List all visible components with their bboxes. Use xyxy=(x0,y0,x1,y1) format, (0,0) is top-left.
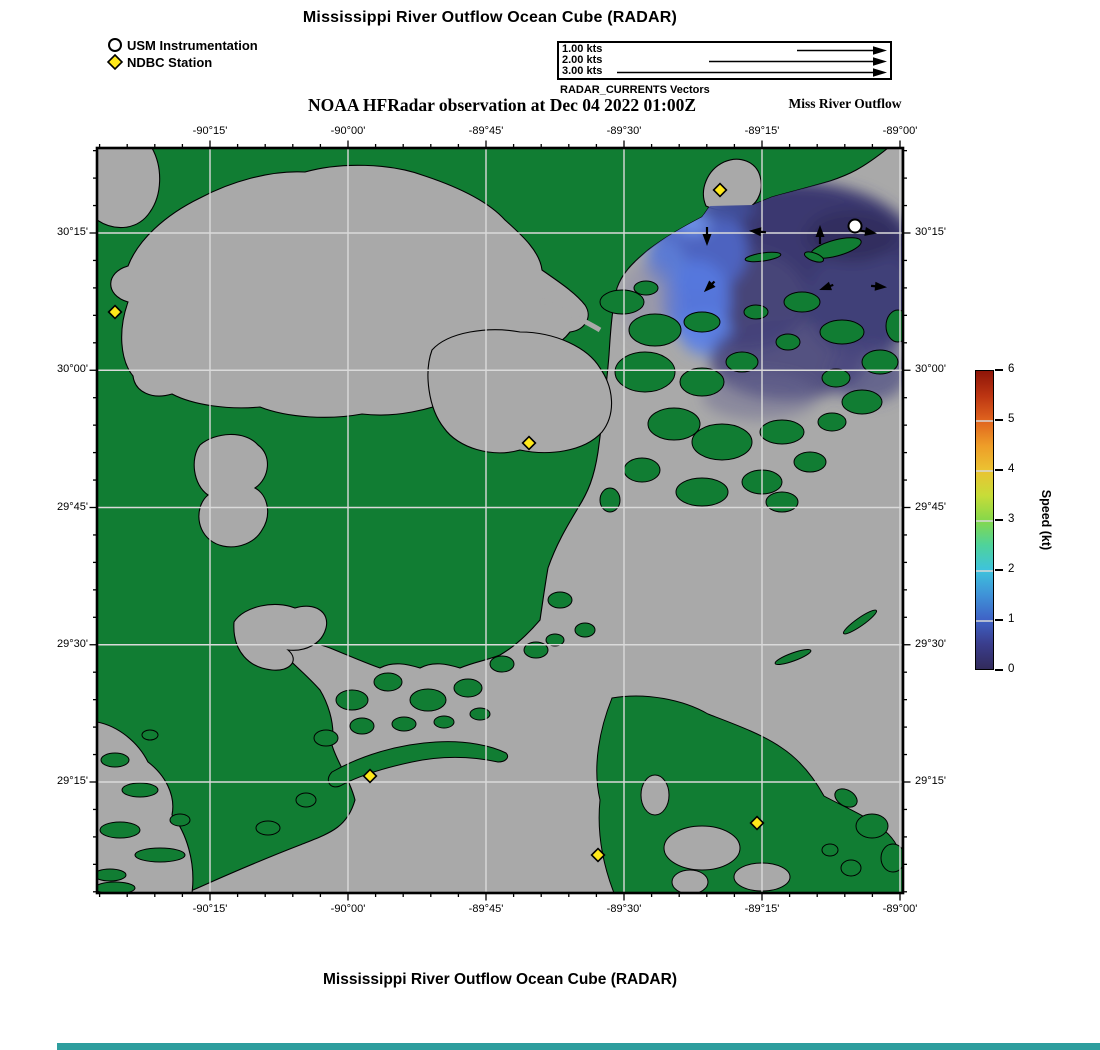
colorbar-tick xyxy=(995,569,1003,571)
colorbar-tick xyxy=(995,369,1003,371)
ndbc-diamond-icon xyxy=(106,53,124,70)
lat-axis-label-left: 29°30' xyxy=(57,637,88,650)
map-plot xyxy=(89,140,911,901)
lon-axis-label-bottom: -90°15' xyxy=(192,903,228,915)
lat-axis-label-left: 29°45' xyxy=(57,500,88,513)
colorbar-tick-label: 3 xyxy=(1008,513,1015,525)
colorbar-gridline xyxy=(976,470,993,472)
colorbar-title: Speed (kt) xyxy=(1039,489,1053,551)
axis-ticks xyxy=(89,140,911,901)
legend-ndbc-label: NDBC Station xyxy=(127,55,213,70)
colorbar-tick-label: 0 xyxy=(1008,663,1015,675)
colorbar-tick xyxy=(995,519,1003,521)
colorbar-tick-label: 4 xyxy=(1008,463,1015,475)
region-label: Miss River Outflow xyxy=(788,96,902,111)
usm-circle-icon xyxy=(108,38,122,52)
lon-axis-label-top: -90°15' xyxy=(192,125,228,137)
legend-markers xyxy=(106,38,124,70)
page-title: Mississippi River Outflow Ocean Cube (RA… xyxy=(302,9,678,26)
graticule xyxy=(97,148,903,893)
lat-axis-label-right: 29°30' xyxy=(915,637,946,650)
lon-axis-label-bottom: -90°00' xyxy=(330,903,366,915)
colorbar-tick-label: 6 xyxy=(1008,363,1015,375)
vector-scale-arrows xyxy=(617,46,887,77)
corner-lake-water xyxy=(97,148,161,229)
lake-borgne xyxy=(427,329,613,454)
lon-axis-label-top: -90°00' xyxy=(330,125,366,137)
lat-axis-label-right: 30°00' xyxy=(915,363,946,376)
lon-axis-label-top: -89°45' xyxy=(468,125,504,137)
current-vector-arrow xyxy=(870,281,887,291)
legend-usm-label: USM Instrumentation xyxy=(127,38,258,53)
vector-scale-caption: RADAR_CURRENTS Vectors xyxy=(560,84,710,96)
lat-axis-label-right: 29°45' xyxy=(915,500,946,513)
lon-axis-label-bottom: -89°30' xyxy=(606,903,642,915)
ndbc-station-marker xyxy=(590,847,606,863)
current-vector-arrow xyxy=(815,225,825,244)
current-vectors xyxy=(702,225,887,293)
lat-axis-label-right: 30°15' xyxy=(915,226,946,238)
ndbc-station-marker xyxy=(712,182,728,198)
bottom-strip xyxy=(57,1043,1100,1050)
vector-scale-box xyxy=(557,41,892,80)
subtitle: NOAA HFRadar observation at Dec 04 2022 … xyxy=(307,95,697,115)
colorbar-tick-label: 1 xyxy=(1008,613,1015,625)
lat-axis-label-left: 30°00' xyxy=(57,363,88,376)
colorbar-tick-label: 5 xyxy=(1008,413,1015,425)
colorbar-gridline xyxy=(976,570,993,572)
current-vector-arrow xyxy=(703,280,716,293)
lon-axis-label-bottom: -89°15' xyxy=(744,903,780,915)
lon-axis-label-top: -89°30' xyxy=(606,125,642,137)
vector-scale-row-label: 2.00 kts xyxy=(562,54,603,66)
lon-axis-label-top: -89°00' xyxy=(882,125,918,137)
map-frame xyxy=(95,146,905,895)
lat-axis-label-left: 29°15' xyxy=(57,775,88,787)
colorbar-tick xyxy=(995,419,1003,421)
colorbar-tick-label: 2 xyxy=(1008,563,1015,575)
colorbar-gridline xyxy=(976,620,993,622)
lat-axis-label-right: 29°15' xyxy=(915,775,946,787)
lat-axis-label-left: 30°15' xyxy=(57,226,88,238)
current-vector-arrow xyxy=(819,281,834,291)
current-vector-arrow xyxy=(860,227,877,236)
colorbar-gridline xyxy=(976,420,993,422)
lon-axis-label-bottom: -89°45' xyxy=(468,903,504,915)
colorbar-gridline xyxy=(976,520,993,522)
footer-title: Mississippi River Outflow Ocean Cube (RA… xyxy=(323,971,677,988)
ndbc-station-marker xyxy=(521,435,537,451)
small-twin-lakes xyxy=(193,433,269,548)
lon-axis-label-bottom: -89°00' xyxy=(882,903,918,915)
vector-scale-row-label: 3.00 kts xyxy=(562,65,603,77)
vector-scale-row-label: 1.00 kts xyxy=(562,43,603,55)
station-markers xyxy=(107,182,863,863)
ndbc-station-marker xyxy=(362,768,378,784)
ndbc-station-marker xyxy=(107,304,123,320)
current-vector-arrow xyxy=(749,227,767,237)
lon-axis-label-top: -89°15' xyxy=(744,125,780,137)
colorbar-tick xyxy=(995,469,1003,471)
colorbar xyxy=(975,370,994,670)
ndbc-station-marker xyxy=(749,815,765,831)
usm-station-marker xyxy=(847,218,863,234)
colorbar-tick xyxy=(995,619,1003,621)
colorbar-tick xyxy=(995,669,1003,671)
rigolets-channel xyxy=(540,297,602,333)
current-vector-arrow xyxy=(702,227,712,246)
lake-lery xyxy=(233,603,328,671)
